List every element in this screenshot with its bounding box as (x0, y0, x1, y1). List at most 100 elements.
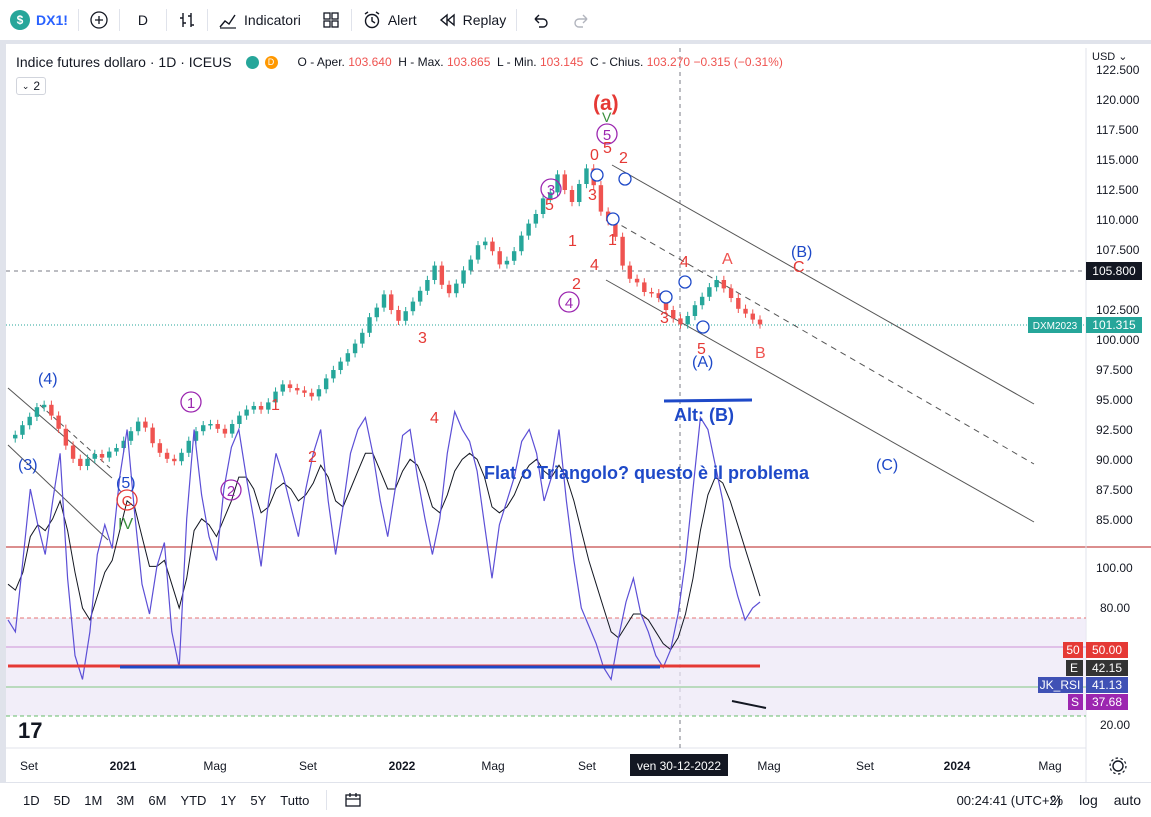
layouts-button[interactable] (311, 0, 351, 42)
legend-collapse-button[interactable]: ⌄ 2 (16, 77, 46, 95)
candle-body (707, 287, 712, 297)
candle-body (721, 280, 727, 289)
last-price-label: 101.315 (1092, 318, 1136, 332)
pivot-marker[interactable] (606, 212, 620, 226)
range-all[interactable]: Tutto (280, 792, 310, 808)
range-5d[interactable]: 5D (53, 792, 71, 808)
candle-body (367, 317, 372, 333)
channel-line-lower[interactable] (605, 279, 1035, 523)
clock-timezone[interactable]: 00:24:41 (UTC+2) (956, 792, 1061, 808)
candle-body (381, 294, 387, 308)
candle-body (338, 361, 343, 370)
channel-line-early-lower[interactable] (7, 444, 109, 541)
range-3m[interactable]: 3M (116, 792, 135, 808)
range-6m[interactable]: 6M (148, 792, 167, 808)
alt-b-level-line[interactable] (663, 398, 753, 403)
candle-body (562, 174, 567, 190)
chart-canvas[interactable]: 17 (a) V IV 5 3 4 1 2 C (4) (3) (5) (A) … (0, 0, 1151, 782)
time-axis[interactable]: Set 2021 Mag Set 2022 Mag Set Mag Set 20… (20, 754, 1062, 776)
channel-line-mid[interactable] (611, 219, 1035, 465)
candle-body (468, 259, 473, 271)
red-2-c: 2 (619, 150, 628, 167)
candle-body (642, 282, 647, 292)
trend-channel[interactable] (7, 164, 1035, 541)
red-3-b: 3 (588, 187, 597, 204)
time-label: Mag (757, 759, 780, 773)
price-tick: 107.500 (1096, 243, 1140, 257)
low-value: 103.145 (539, 55, 584, 69)
currency-selector[interactable]: USD ⌄ (1092, 51, 1128, 63)
candle-body (417, 290, 423, 302)
rsi-tick: 20.00 (1100, 718, 1130, 732)
chart-type-button[interactable] (167, 0, 207, 42)
high-label: H - Max. (398, 55, 444, 69)
channel-line-upper[interactable] (611, 164, 1035, 405)
candle-body (714, 280, 719, 288)
candle-body (511, 251, 517, 261)
redo-button[interactable] (563, 0, 601, 42)
indicators-icon (219, 14, 237, 29)
range-5y[interactable]: 5Y (250, 792, 267, 808)
auto-toggle[interactable]: auto (1113, 792, 1141, 808)
rsi-value-s: 37.68 (1092, 695, 1122, 709)
candle-body (258, 406, 264, 410)
candle-body (251, 406, 257, 410)
pivot-marker[interactable] (696, 320, 710, 334)
price-axis[interactable]: 122.500 120.000 117.500 115.000 112.500 110.0… (1096, 63, 1140, 527)
undo-button[interactable] (517, 0, 563, 42)
range-1d[interactable]: 1D (23, 792, 40, 808)
indicators-button[interactable]: Indicatori (208, 0, 311, 42)
candle-body (99, 454, 105, 458)
candle-body (432, 265, 437, 280)
rsi-axis[interactable]: 100.00 80.00 20.00 (1096, 561, 1133, 732)
candle-body (172, 458, 177, 462)
candle-body (302, 390, 307, 393)
red-4-b: 4 (590, 257, 599, 274)
red-c: C (793, 259, 805, 276)
red-5-b: 5 (603, 140, 612, 157)
range-ytd[interactable]: YTD (180, 792, 207, 808)
range-1m[interactable]: 1M (84, 792, 103, 808)
candle-body (237, 415, 242, 424)
pivot-marker[interactable] (659, 290, 673, 304)
candle-body (483, 241, 488, 246)
pivot-marker[interactable] (618, 172, 632, 186)
pivot-marker[interactable] (678, 275, 692, 289)
candle-body (143, 421, 148, 428)
percent-toggle[interactable]: % (1050, 792, 1064, 808)
alert-button[interactable]: Alert (352, 0, 427, 42)
candle-body (280, 384, 285, 392)
candle-body (497, 251, 502, 265)
compare-button[interactable] (79, 0, 119, 42)
symbol-search-button[interactable]: $ DX1! (0, 0, 78, 42)
candle-body (49, 404, 54, 416)
candle-body (656, 293, 661, 298)
candle-body (150, 427, 155, 444)
rsi-tag-50: 50 (1066, 643, 1080, 657)
chevron-down-icon: ⌄ (21, 80, 30, 91)
collapse-count: 2 (33, 79, 41, 93)
grid-icon (323, 12, 339, 28)
candle-body (295, 388, 300, 391)
settings-gear-icon[interactable] (1109, 757, 1127, 775)
red-5-a: 5 (545, 197, 554, 214)
candle-body (114, 448, 119, 452)
channel-line-early-mid[interactable] (39, 404, 111, 469)
chart-legend[interactable]: Indice futures dollaro · 1D · ICEUS D O … (16, 54, 783, 70)
range-1y[interactable]: 1Y (220, 792, 237, 808)
replay-button[interactable]: Replay (427, 0, 517, 42)
circ-label-1: 1 (187, 395, 195, 412)
red-2-a: 2 (308, 449, 317, 466)
circ-label-c: C (122, 493, 133, 510)
rsi-divergence-line[interactable] (731, 700, 767, 709)
price-tick: 102.500 (1096, 303, 1140, 317)
log-toggle[interactable]: log (1079, 792, 1098, 808)
circ-label-4: 4 (565, 295, 573, 312)
circ-label-3: 3 (547, 182, 555, 199)
interval-button[interactable]: D (120, 0, 166, 42)
date-range-icon[interactable] (343, 790, 363, 810)
candle-body (128, 431, 134, 441)
candle-body (70, 445, 76, 459)
pivot-marker[interactable] (590, 168, 604, 182)
